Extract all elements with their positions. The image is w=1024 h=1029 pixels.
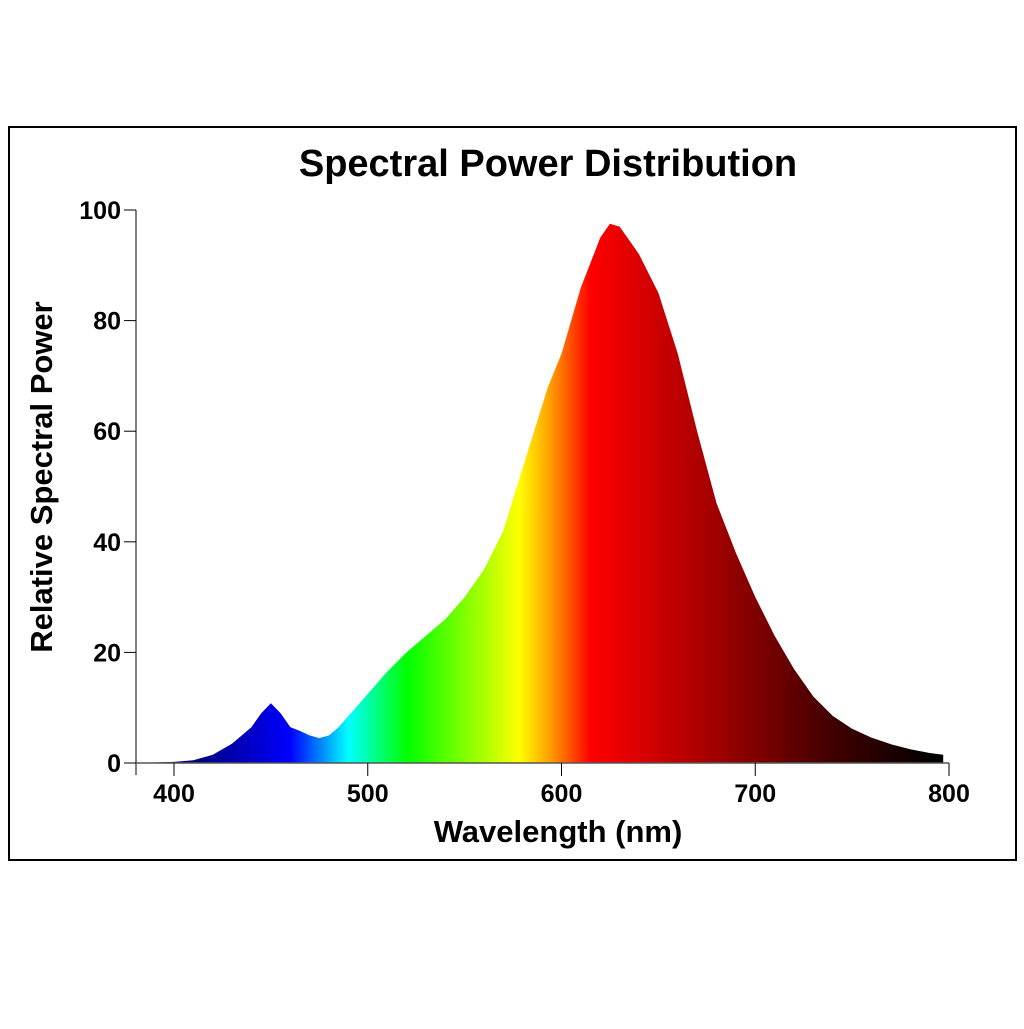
y-tick-label: 100 [79, 197, 121, 225]
x-axis-label: Wavelength (nm) [434, 814, 683, 849]
x-tick-label: 700 [734, 780, 776, 808]
y-tick-label: 60 [93, 418, 121, 446]
y-tick-label: 40 [93, 529, 121, 557]
x-tick-label: 500 [347, 780, 389, 808]
x-tick-label: 400 [153, 780, 195, 808]
y-tick-label: 80 [93, 308, 121, 336]
x-tick-label: 600 [541, 780, 583, 808]
y-tick-label: 20 [93, 639, 121, 667]
spectrum-area [135, 223, 944, 764]
y-axis-label: Relative Spectral Power [24, 301, 59, 653]
y-tick-label: 0 [107, 750, 121, 778]
chart-title: Spectral Power Distribution [299, 143, 797, 185]
x-tick-label: 800 [928, 780, 970, 808]
